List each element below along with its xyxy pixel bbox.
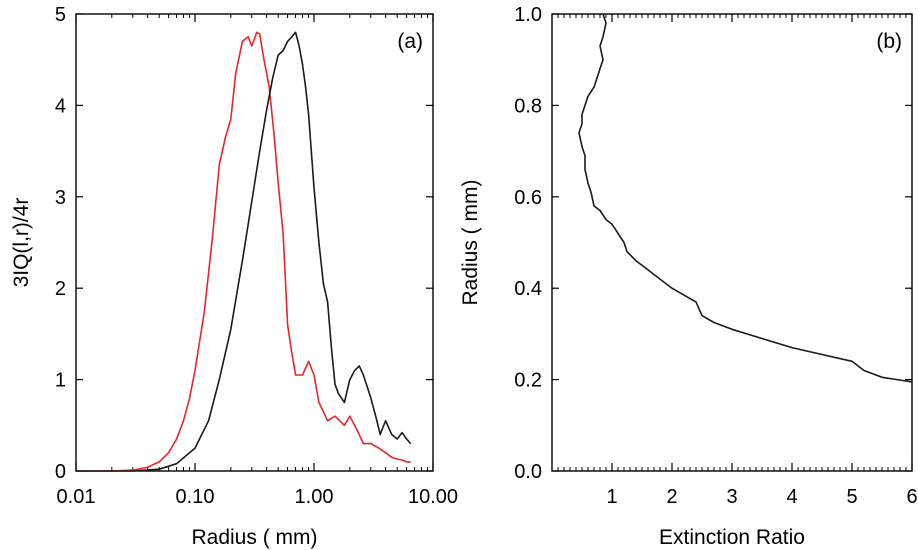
x-tick-label: 1.00 — [295, 486, 334, 508]
y-tick-label: 0.6 — [514, 187, 542, 209]
panel-b: 0.0 0.2 0.4 0.6 0.8 1.0 1 2 3 4 5 6 (b) Extinction Ra… — [459, 4, 918, 549]
y-tick-label: 1.0 — [514, 4, 542, 26]
y-tick-label: 0.2 — [514, 370, 542, 392]
plot-frame — [551, 13, 913, 472]
x-tick-label: 3 — [726, 486, 737, 508]
x-tick-label: 0.01 — [57, 486, 96, 508]
y-tick-label: 0 — [55, 461, 66, 483]
x-tick-label: 2 — [666, 486, 677, 508]
plot-frame — [75, 13, 434, 472]
y-tick-label: 1 — [55, 370, 66, 392]
x-axis-title: Radius ( mm) — [191, 526, 317, 549]
panel-label: (a) — [397, 30, 423, 53]
y-tick-label: 0.4 — [514, 278, 542, 300]
y-tick-label: 3 — [55, 187, 66, 209]
series-line-1 — [76, 31, 411, 472]
x-axis-title: Extinction Ratio — [659, 526, 805, 549]
series-line-2 — [76, 31, 412, 472]
x-tick-label: 5 — [846, 486, 857, 508]
y-tick-label: 0.8 — [514, 95, 542, 117]
y-axis-title: Radius ( mm) — [459, 179, 482, 305]
x-tick-label: 1 — [606, 486, 617, 508]
y-tick-label: 4 — [55, 95, 66, 117]
x-tick-label: 6 — [906, 486, 917, 508]
x-tick-label: 4 — [786, 486, 797, 508]
x-tick-label: 10.00 — [408, 486, 458, 508]
series-line-1 — [578, 13, 913, 383]
y-tick-label: 0.0 — [514, 461, 542, 483]
x-tick-label: 0.10 — [176, 486, 215, 508]
panel-label: (b) — [876, 30, 902, 53]
y-axis-title: 3IQ(l,r)/4r — [10, 198, 33, 288]
panel-a: 0 1 2 3 4 5 0.01 0.10 1.00 10.00 (a) Radius ( mm) 3I… — [10, 4, 458, 549]
y-tick-label: 2 — [55, 278, 66, 300]
y-tick-label: 5 — [55, 4, 66, 26]
